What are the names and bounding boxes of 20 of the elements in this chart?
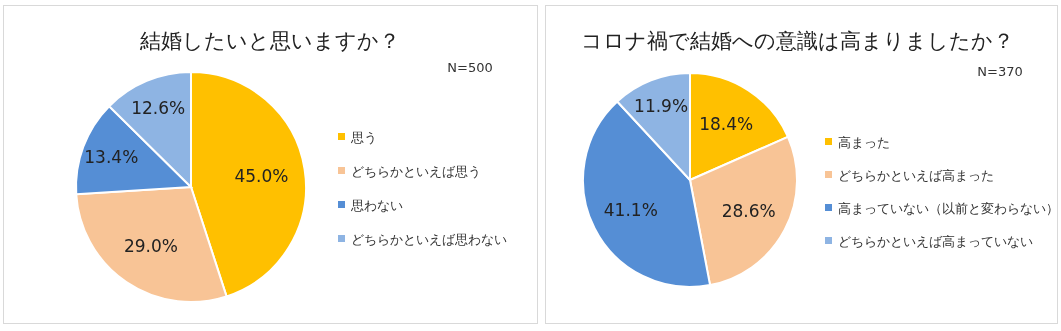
data-label: 12.6% — [131, 98, 186, 119]
data-label: 13.4% — [84, 147, 139, 168]
legend-label: 高まった — [838, 135, 890, 150]
data-label: 28.6% — [721, 200, 776, 221]
data-label: 29.0% — [123, 235, 178, 256]
text: N=370 — [977, 64, 1023, 79]
legend-label: 高まっていない（以前と変わらない） — [838, 201, 1059, 216]
legend-label: どちらかといえば高まっていない — [838, 234, 1033, 249]
legend-label: どちらかといえば思う — [351, 164, 481, 179]
chart-title: 結婚したいと思いますか？ — [139, 29, 400, 53]
legend-label: 思う — [350, 130, 377, 145]
text: N=500 — [447, 60, 493, 75]
data-label: 45.0% — [234, 165, 289, 186]
data-label: 11.9% — [634, 96, 689, 117]
chart-title: コロナ禍で結婚への意識は高まりましたか？ — [580, 29, 1014, 53]
legend-label: どちらかといえば高まった — [838, 168, 994, 183]
data-label: 41.1% — [603, 199, 658, 220]
legend-label: どちらかといえば思わない — [351, 232, 507, 247]
legend-label: 思わない — [350, 198, 403, 213]
data-label: 18.4% — [699, 114, 754, 135]
